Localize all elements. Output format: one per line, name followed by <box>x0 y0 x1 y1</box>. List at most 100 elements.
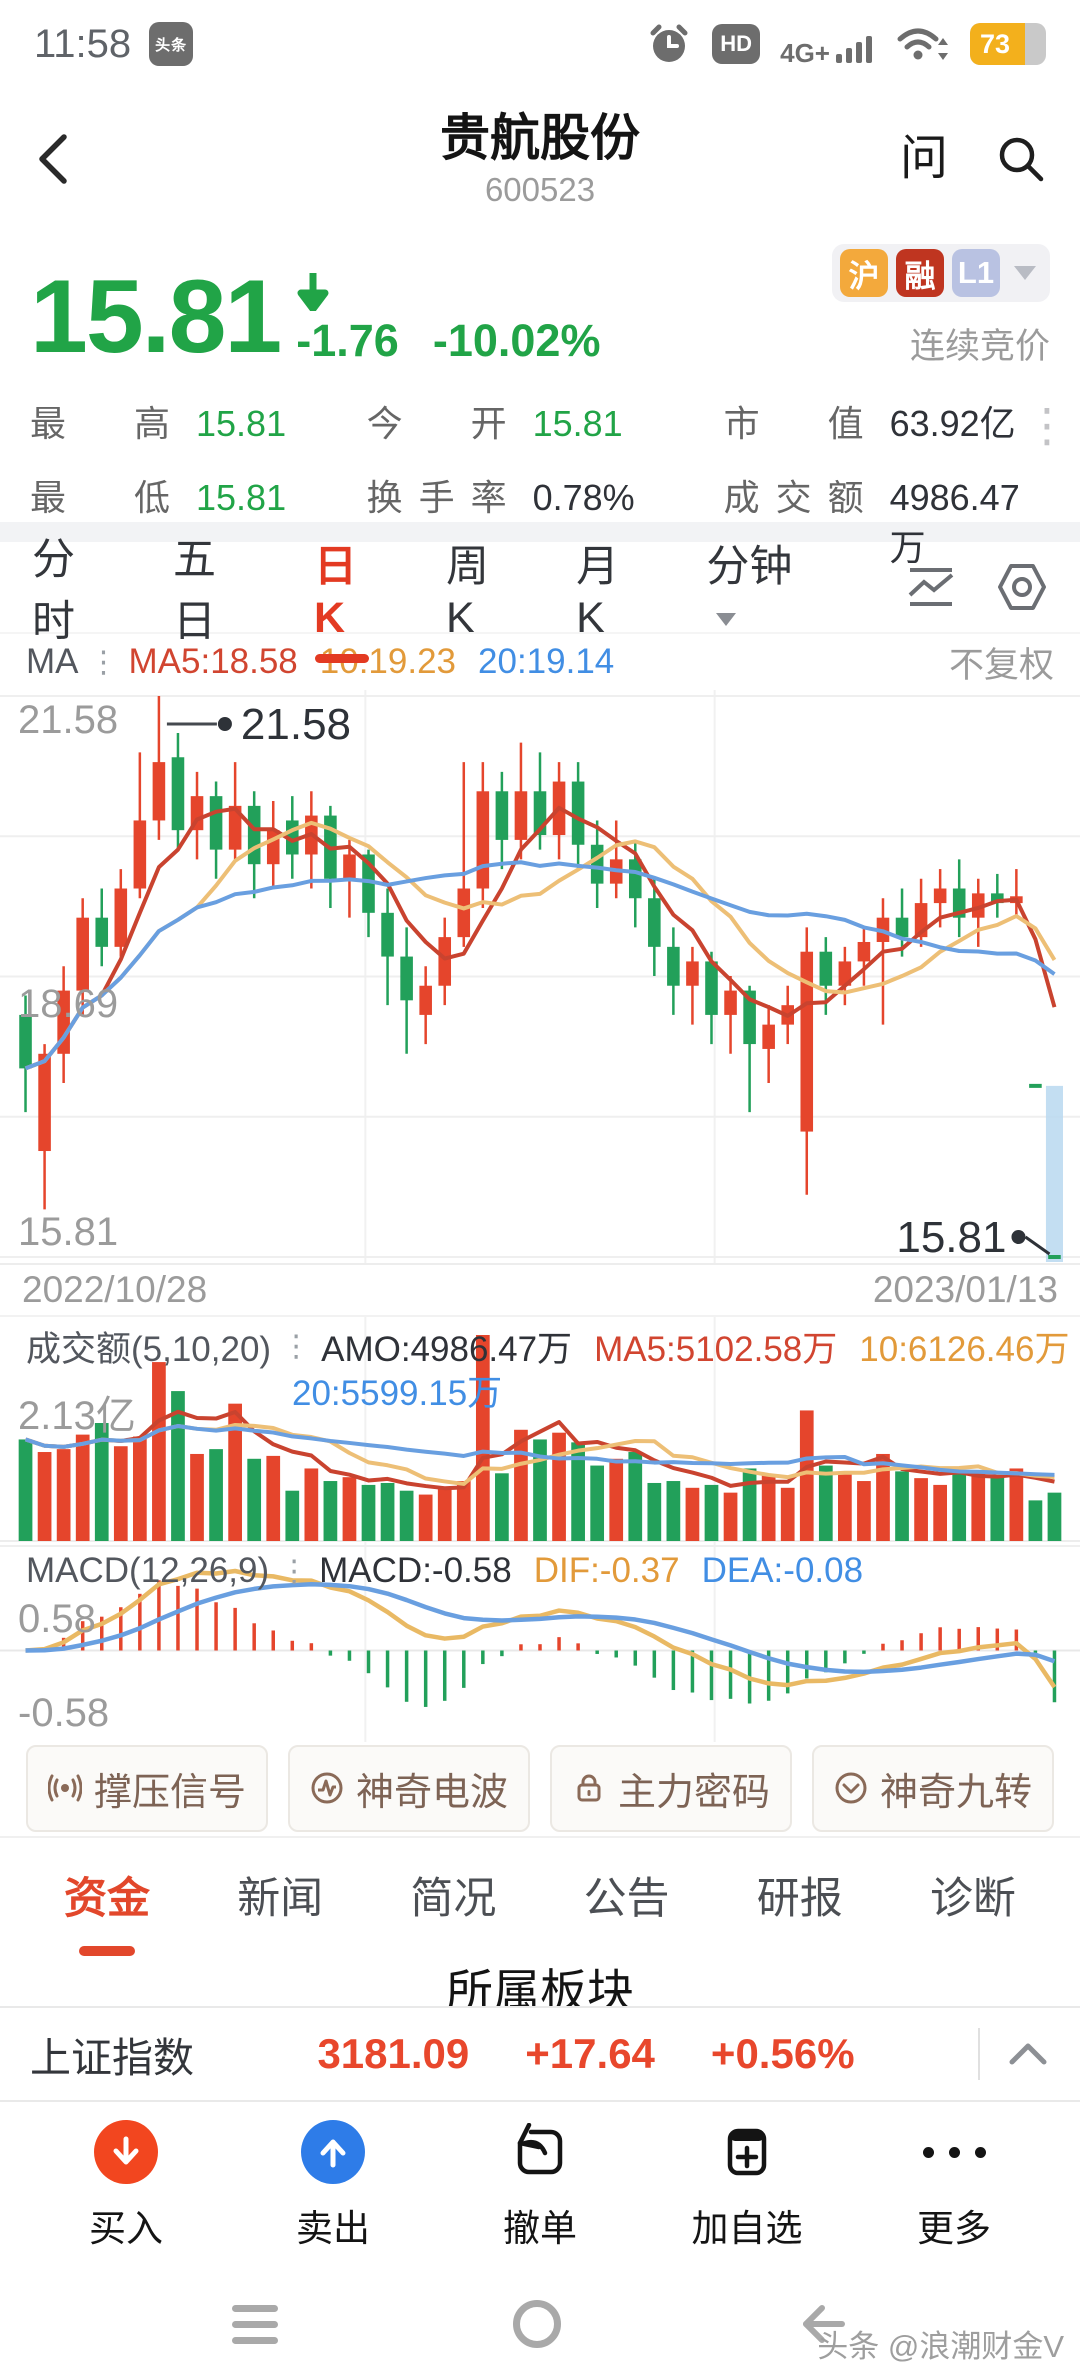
home-icon[interactable] <box>513 2300 561 2348</box>
nav-back-icon[interactable] <box>796 2300 848 2348</box>
vol-ma20-value: 20:5599.15万 <box>292 1374 503 1413</box>
ma-legend: MA ⋮ MA5:18.58 10:19.23 20:19.14 不复权 <box>0 632 1080 690</box>
watermark: 头条 @浪潮财金V <box>817 2329 1064 2364</box>
index-value: 3181.09 <box>317 2030 470 2077</box>
nine-turn-icon <box>835 1772 867 1804</box>
tab-announcements[interactable]: 公告 <box>583 1875 670 1923</box>
status-bar: 11:58 头条 HD 4G+ <box>0 0 1080 88</box>
cancel-order-button[interactable]: 撤单 <box>470 2120 610 2252</box>
wave-icon <box>311 1772 343 1804</box>
index-name: 上证指数 <box>30 2035 194 2081</box>
add-watchlist-button[interactable]: 加自选 <box>677 2120 817 2252</box>
more-dots-icon <box>922 2120 986 2184</box>
last-price: 15.81 <box>30 259 282 375</box>
badge-level[interactable]: L1 <box>952 249 1000 297</box>
index-change-percent: +0.56% <box>710 2030 855 2077</box>
cancel-order-icon <box>511 2120 569 2184</box>
vol-ma5-value: MA5:5102.58万 <box>594 1330 838 1369</box>
stat-amount: 成交额 4986.47万 <box>723 477 1020 568</box>
date-start: 2022/10/28 <box>22 1269 208 1310</box>
trading-session-status: 连续竞价 <box>909 327 1050 366</box>
stat-high: 最 高 15.81 <box>30 403 287 444</box>
date-end: 2023/01/13 <box>872 1269 1058 1310</box>
search-icon[interactable] <box>992 130 1050 188</box>
tab-minute[interactable]: 分时 <box>32 536 75 646</box>
more-button[interactable]: 更多 <box>884 2120 1024 2252</box>
macd-legend: MACD(12,26,9) ⋮ MACD:-0.58 DIF:-0.37 DEA… <box>26 1551 864 1590</box>
macd-canvas <box>0 1547 1080 1742</box>
svg-text:21.58: 21.58 <box>241 700 351 749</box>
dea-value: DEA:-0.08 <box>701 1551 864 1590</box>
price-down-arrow-icon <box>296 271 600 311</box>
badge-margin: 融 <box>896 249 944 297</box>
market-badges: 沪 融 L1 <box>832 244 1050 302</box>
stat-turnover-rate: 换手率 0.78% <box>366 477 635 518</box>
stat-marketcap: 市 值 63.92亿 <box>723 403 1016 444</box>
badge-shanghai: 沪 <box>840 249 888 297</box>
volume-canvas <box>0 1317 1080 1547</box>
trade-action-bar: 买入 卖出 撤单 加自选 更多 <box>0 2102 1080 2276</box>
section-divider <box>0 522 1080 542</box>
volume-chart[interactable]: 成交额(5,10,20) ⋮ AMO:4986.47万 MA5:5102.58万… <box>0 1315 1080 1547</box>
hd-voice-icon: HD <box>712 24 761 64</box>
stock-name: 贵航股份 <box>440 110 640 166</box>
alarm-icon <box>646 21 692 67</box>
battery-icon: 73 <box>970 23 1046 65</box>
magic-wave-button[interactable]: 神奇电波 <box>287 1744 530 1832</box>
add-watchlist-icon <box>718 2120 776 2184</box>
buy-button[interactable]: 买入 <box>56 2120 196 2252</box>
dif-value: DIF:-0.37 <box>533 1551 680 1590</box>
price-change: -1.76 <box>296 315 399 366</box>
level-dropdown-icon[interactable] <box>1014 266 1036 280</box>
sell-button[interactable]: 卖出 <box>263 2120 403 2252</box>
stock-code: 600523 <box>484 171 596 208</box>
x-axis-dates: 2022/10/28 2023/01/13 <box>0 1263 1080 1315</box>
tab-monthly-k[interactable]: 月K <box>576 542 620 642</box>
support-pressure-button[interactable]: 撑压信号 <box>26 1744 269 1832</box>
ma-prefix: MA <box>26 642 79 681</box>
header: 贵航股份 600523 问 <box>0 88 1080 230</box>
nine-turn-button[interactable]: 神奇九转 <box>811 1744 1054 1832</box>
tab-fiveday[interactable]: 五日 <box>173 536 216 646</box>
stat-open: 今 开 15.81 <box>366 403 623 444</box>
back-button[interactable] <box>30 129 86 189</box>
ask-icon[interactable]: 问 <box>899 132 948 185</box>
kline-chart[interactable]: 21.58 15.81 21.58 18.69 15.81 <box>0 690 1080 1263</box>
tab-diagnosis[interactable]: 诊断 <box>929 1875 1016 1923</box>
tab-research[interactable]: 研报 <box>756 1875 843 1923</box>
wifi-icon <box>894 21 950 67</box>
info-tabs: 资金 新闻 简况 公告 研报 诊断 <box>0 1836 1080 1952</box>
svg-text:15.81: 15.81 <box>896 1213 1006 1262</box>
recent-apps-icon[interactable] <box>232 2304 278 2344</box>
amo-value: AMO:4986.47万 <box>321 1330 573 1369</box>
tab-minutes-dropdown[interactable]: 分钟 <box>704 518 796 657</box>
vol-ma10-value: 10:6126.46万 <box>859 1330 1070 1369</box>
tab-profile[interactable]: 简况 <box>410 1875 497 1923</box>
buy-icon <box>94 2120 158 2184</box>
more-stats-icon[interactable]: ⋮ <box>1024 399 1070 451</box>
tab-weekly-k[interactable]: 周K <box>445 542 489 642</box>
chart-settings-icon[interactable] <box>994 561 1050 613</box>
price-change-percent: -10.02% <box>432 315 601 366</box>
status-time: 11:58 <box>34 21 132 66</box>
ma5-value: MA5:18.58 <box>128 642 298 681</box>
battery-percent: 73 <box>980 28 1011 59</box>
main-force-button[interactable]: 主力密码 <box>549 1744 792 1832</box>
broadcast-icon <box>48 1774 82 1802</box>
chart-period-tabs: 分时 五日 日K 周K 月K 分钟 <box>0 536 1080 646</box>
kline-canvas: 21.58 15.81 <box>0 690 1080 1263</box>
tab-news[interactable]: 新闻 <box>237 1875 324 1923</box>
index-bar[interactable]: 上证指数 3181.09 +17.64 +0.56% <box>0 2006 1080 2102</box>
ma20-value: 20:19.14 <box>478 642 615 681</box>
macd-chart[interactable]: MACD(12,26,9) ⋮ MACD:-0.58 DIF:-0.37 DEA… <box>0 1545 1080 1742</box>
tab-funds[interactable]: 资金 <box>64 1848 150 1942</box>
adjust-mode-toggle[interactable]: 不复权 <box>948 645 1054 685</box>
chart-style-icon[interactable] <box>902 563 960 611</box>
section-title-clipped: 所属板块 <box>446 1965 634 2006</box>
quote-stats: 最 高 15.81 今 开 15.81 市 值 63.92亿 最 低 15.81 换手率… <box>30 395 1050 571</box>
tab-daily-k[interactable]: 日K <box>312 518 372 657</box>
android-nav-bar: 头条 @浪潮财金V <box>0 2276 1080 2372</box>
collapse-chevron-icon[interactable] <box>1006 2038 1050 2070</box>
signal-buttons-row: 撑压信号 神奇电波 主力密码 神奇九转 <box>0 1740 1080 1836</box>
